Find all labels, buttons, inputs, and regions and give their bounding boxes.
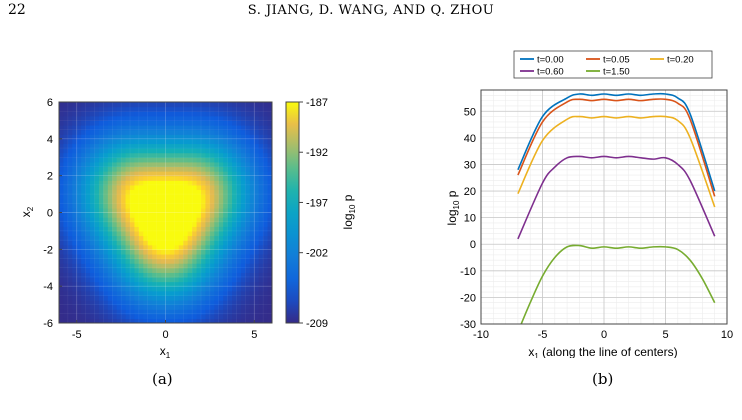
colorbar <box>285 101 300 324</box>
heatmap-x-tick-label: -5 <box>72 329 82 341</box>
page-number: 22 <box>8 2 26 18</box>
caption-a: (a) <box>152 370 173 388</box>
heatmap-y-tick-label: 0 <box>47 208 53 220</box>
colorbar-tick-label: -192 <box>306 147 328 159</box>
colorbar-tick-label: -197 <box>306 197 328 209</box>
colorbar-label: log10 p <box>341 194 357 229</box>
line-x-tick-label: 0 <box>601 329 607 341</box>
heatmap-y-tick-label: 6 <box>47 97 53 109</box>
legend-entry-label: t=0.00 <box>537 55 564 66</box>
heatmap-y-tick-label: -6 <box>43 318 53 330</box>
line-chart-figure: -10 -5 0 5 10 -30 -20 -10 0 10 20 30 40 50 x1 (along… <box>445 50 733 358</box>
series-line-2 <box>517 115 716 208</box>
heatmap-ylabel: x2 <box>19 206 35 217</box>
line-chart-xlabel: x1 (along the line of centers) <box>528 345 677 358</box>
colorbar-ticks: -187 -192 -197 -202 -209 <box>299 97 328 330</box>
line-chart-y-ticks: -30 -20 -10 0 10 20 30 40 50 <box>460 106 476 331</box>
line-y-tick-label: 10 <box>464 213 476 225</box>
heatmap-x-tick-label: 0 <box>162 329 168 341</box>
heatmap-y-tick-label: 4 <box>47 134 53 146</box>
legend-entry-label: t=0.20 <box>667 55 694 66</box>
legend-entry-label: t=0.60 <box>537 67 564 78</box>
heatmap-xlabel: x1 <box>160 344 171 360</box>
running-title: S. JIANG, D. WANG, AND Q. ZHOU <box>247 3 495 18</box>
line-chart-series <box>517 92 716 324</box>
line-y-tick-label: 20 <box>464 186 476 198</box>
caption-b: (b) <box>592 370 614 388</box>
series-line-0 <box>517 92 716 192</box>
line-y-tick-label: 40 <box>464 133 476 145</box>
line-chart-ylabel: log10 p <box>445 190 461 225</box>
line-x-tick-label: -5 <box>538 329 548 341</box>
heatmap-y-tick-label: -4 <box>43 281 53 293</box>
legend-entry-label: t=1.50 <box>603 67 630 78</box>
line-y-tick-label: -30 <box>460 319 476 331</box>
line-chart-grid <box>480 89 728 325</box>
colorbar-tick-label: -209 <box>306 318 328 330</box>
colorbar-tick-label: -187 <box>306 97 328 109</box>
line-y-tick-label: -10 <box>460 266 476 278</box>
series-line-1 <box>517 98 716 197</box>
heatmap-x-tick-label: 5 <box>251 329 257 341</box>
line-y-tick-label: -20 <box>460 292 476 304</box>
line-y-tick-label: 0 <box>470 239 476 251</box>
line-y-tick-label: 50 <box>464 106 476 118</box>
line-x-tick-label: -10 <box>473 329 489 341</box>
line-x-tick-label: 5 <box>662 329 668 341</box>
colorbar-tick-label: -202 <box>306 248 328 260</box>
series-line-4 <box>520 244 716 324</box>
series-line-3 <box>517 155 716 240</box>
line-x-tick-label: 10 <box>721 329 733 341</box>
legend-entry-label: t=0.05 <box>603 55 630 66</box>
heatmap-y-tick-label: 2 <box>47 171 53 183</box>
line-chart-x-ticks: -10 -5 0 5 10 <box>473 329 733 341</box>
heatmap-y-tick-label: -2 <box>43 244 53 256</box>
heatmap-y-ticks: -6 -4 -2 0 2 4 6 <box>43 97 62 330</box>
heatmap-x-ticks: -5 0 5 <box>72 320 257 341</box>
line-y-tick-label: 30 <box>464 159 476 171</box>
heatmap-field <box>59 102 272 323</box>
chart-legend: t=0.00 t=0.05 t=0.20 t=0.60 t=1.50 <box>513 50 713 79</box>
